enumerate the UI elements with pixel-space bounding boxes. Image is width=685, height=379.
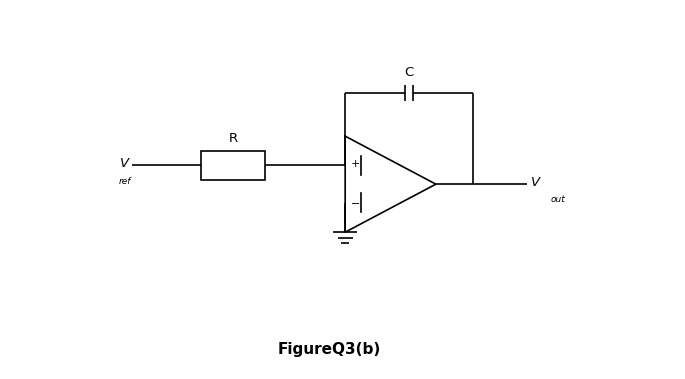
Text: R: R xyxy=(229,132,238,145)
Text: ref: ref xyxy=(119,177,132,186)
Text: FigureQ3(b): FigureQ3(b) xyxy=(277,342,381,357)
Text: out: out xyxy=(551,195,565,204)
Text: +: + xyxy=(351,159,360,169)
Text: V: V xyxy=(120,157,129,171)
Text: C: C xyxy=(405,66,414,79)
Bar xyxy=(201,150,265,180)
Text: V: V xyxy=(531,176,540,189)
Text: −: − xyxy=(351,199,360,209)
